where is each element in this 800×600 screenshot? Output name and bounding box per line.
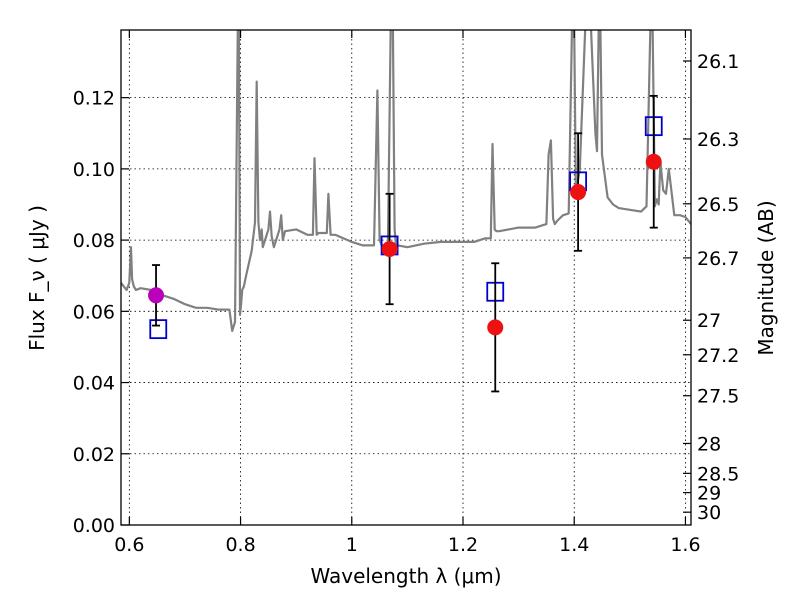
- x-tick-label: 1.2: [448, 534, 478, 556]
- observed-flux-point: [645, 153, 662, 170]
- magnitude-tick-label: 27.2: [697, 345, 739, 367]
- y-axis-title: Flux F_ν ( μJy ): [25, 205, 49, 351]
- observed-flux-point: [381, 241, 398, 258]
- magnitude-tick-label: 26.3: [697, 129, 739, 151]
- y-tick-label: 0.04: [73, 373, 115, 395]
- observed-flux-markers: [148, 94, 662, 393]
- x-tick-label: 0.8: [225, 534, 255, 556]
- observed-flux-point: [570, 184, 587, 201]
- magnitude-tick-label: 30: [697, 502, 721, 524]
- y-tick-label: 0.12: [73, 88, 115, 110]
- y-tick-label: 0.00: [73, 515, 115, 537]
- x-tick-labels: 0.6 0.8 1 1.2 1.4 1.6: [114, 534, 700, 556]
- magnitude-tick-label: 29: [697, 483, 721, 505]
- x-tick-label: 0.6: [114, 534, 144, 556]
- plot-frame: [120, 29, 692, 526]
- y-tick-labels: 0.00 0.02 0.04 0.06 0.08 0.10 0.12: [73, 88, 115, 537]
- y-tick-label: 0.10: [73, 159, 115, 181]
- y-tick-label: 0.06: [73, 301, 115, 323]
- magnitude-tick-label: 27.5: [697, 386, 739, 408]
- x-tick-label: 1: [346, 534, 358, 556]
- model-photometry-markers: [149, 116, 663, 340]
- magnitude-axis-title: Magnitude (AB): [754, 200, 778, 355]
- plot-area: [121, 30, 691, 393]
- x-tick-label: 1.4: [559, 534, 589, 556]
- magnitude-tick-label: 26.5: [697, 194, 739, 216]
- x-tick-label: 1.6: [670, 534, 700, 556]
- y-tick-label: 0.08: [73, 230, 115, 252]
- observed-flux-point: [148, 287, 165, 304]
- magnitude-tick-label: 26.7: [697, 248, 739, 270]
- grid-lines: [121, 30, 691, 526]
- magnitude-tick-label: 28: [697, 433, 721, 455]
- magnitude-tick-label: 28.5: [697, 463, 739, 485]
- model-spectrum-line: [121, 30, 691, 332]
- observed-flux-point: [487, 319, 504, 336]
- axis-ticks: [121, 30, 691, 526]
- magnitude-tick-label: 27: [697, 310, 721, 332]
- y-tick-label: 0.02: [73, 444, 115, 466]
- x-axis-title: Wavelength λ (μm): [310, 564, 501, 588]
- model-square-marker: [149, 319, 168, 340]
- magnitude-tick-label: 26.1: [697, 51, 739, 73]
